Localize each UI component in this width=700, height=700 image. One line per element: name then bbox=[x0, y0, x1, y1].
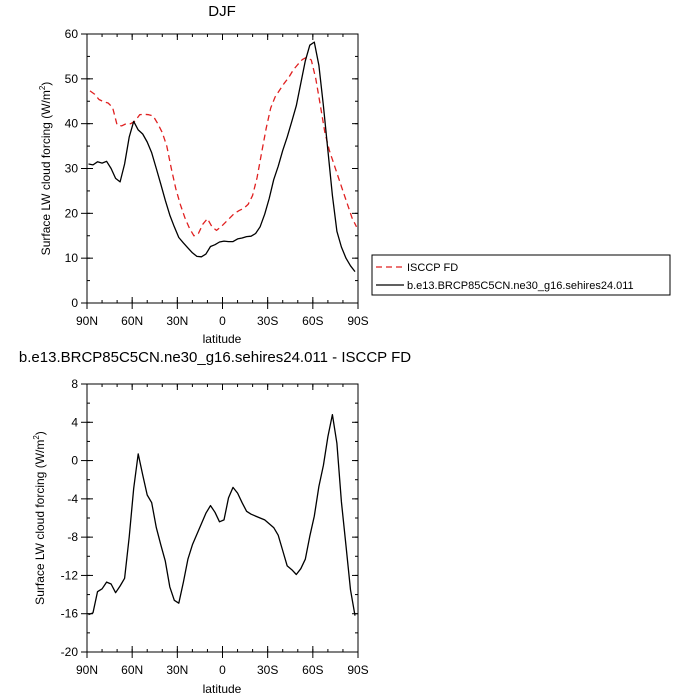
bottom-x-tick-label: 90S bbox=[347, 663, 368, 677]
top-y-axis-title: Surface LW cloud forcing (W/m2) bbox=[38, 82, 53, 256]
top-series-line-0 bbox=[89, 56, 358, 237]
top-ticks: 0 10 20 30 40 50 60 90N 60N 30N 0 30S 60S 90S bbox=[65, 27, 369, 328]
bottom-x-axis-title: latitude bbox=[203, 682, 242, 696]
bottom-y-tick-label: -20 bbox=[61, 645, 79, 659]
bottom-series-group bbox=[88, 413, 356, 616]
top-plot-frame bbox=[86, 33, 359, 304]
top-y-tick-label: 60 bbox=[65, 27, 79, 41]
top-series-line-1 bbox=[88, 41, 356, 272]
bottom-plot-frame bbox=[86, 383, 359, 653]
bottom-x-tick-label: 60S bbox=[302, 663, 323, 677]
bottom-y-axis-title: Surface LW cloud forcing (W/m2) bbox=[32, 431, 47, 605]
top-x-tick-label: 0 bbox=[219, 314, 226, 328]
legend-frame bbox=[371, 254, 671, 296]
top-panel: DJF 0 10 20 30 40 50 60 90N 60N 30N 0 30S 60S 90S lat… bbox=[38, 3, 671, 346]
bottom-x-tick-label: 0 bbox=[219, 663, 226, 677]
top-x-tick-label: 90N bbox=[76, 314, 98, 328]
bottom-panel: b.e13.BRCP85C5CN.ne30_g16.sehires24.011 … bbox=[19, 349, 411, 696]
bottom-x-tick-label: 30S bbox=[257, 663, 278, 677]
top-chart-title: DJF bbox=[208, 3, 236, 20]
bottom-y-tick-label: 0 bbox=[71, 454, 78, 468]
top-series-group bbox=[88, 41, 358, 272]
bottom-y-tick-label: -16 bbox=[61, 607, 79, 621]
bottom-y-tick-label: -4 bbox=[67, 492, 78, 506]
top-x-tick-label: 60S bbox=[302, 314, 323, 328]
top-x-axis-title: latitude bbox=[203, 332, 242, 346]
bottom-x-tick-label: 90N bbox=[76, 663, 98, 677]
bottom-series-line-0 bbox=[88, 413, 356, 616]
top-y-tick-label: 40 bbox=[65, 117, 79, 131]
bottom-y-tick-label: -12 bbox=[61, 568, 79, 582]
top-y-tick-label: 30 bbox=[65, 162, 79, 176]
top-y-tick-label: 0 bbox=[71, 296, 78, 310]
top-y-tick-label: 10 bbox=[65, 251, 79, 265]
bottom-x-tick-label: 30N bbox=[166, 663, 188, 677]
top-y-tick-label: 50 bbox=[65, 72, 79, 86]
bottom-y-tick-label: -8 bbox=[67, 530, 78, 544]
legend: ISCCP FD b.e13.BRCP85C5CN.ne30_g16.sehir… bbox=[371, 254, 671, 296]
bottom-ticks: -20 -16 -12 -8 -4 0 4 8 90N 60N 30N 0 30S 60S 90S bbox=[61, 377, 369, 677]
legend-label-isccp: ISCCP FD bbox=[407, 262, 458, 274]
bottom-x-tick-label: 60N bbox=[121, 663, 143, 677]
bottom-y-tick-label: 4 bbox=[71, 415, 78, 429]
top-x-tick-label: 30N bbox=[166, 314, 188, 328]
top-x-tick-label: 90S bbox=[347, 314, 368, 328]
legend-label-model: b.e13.BRCP85C5CN.ne30_g16.sehires24.011 bbox=[407, 280, 634, 292]
top-y-tick-label: 20 bbox=[65, 206, 79, 220]
bottom-y-tick-label: 8 bbox=[71, 377, 78, 391]
bottom-chart-title: b.e13.BRCP85C5CN.ne30_g16.sehires24.011 … bbox=[19, 349, 411, 366]
top-x-tick-label: 30S bbox=[257, 314, 278, 328]
top-x-tick-label: 60N bbox=[121, 314, 143, 328]
